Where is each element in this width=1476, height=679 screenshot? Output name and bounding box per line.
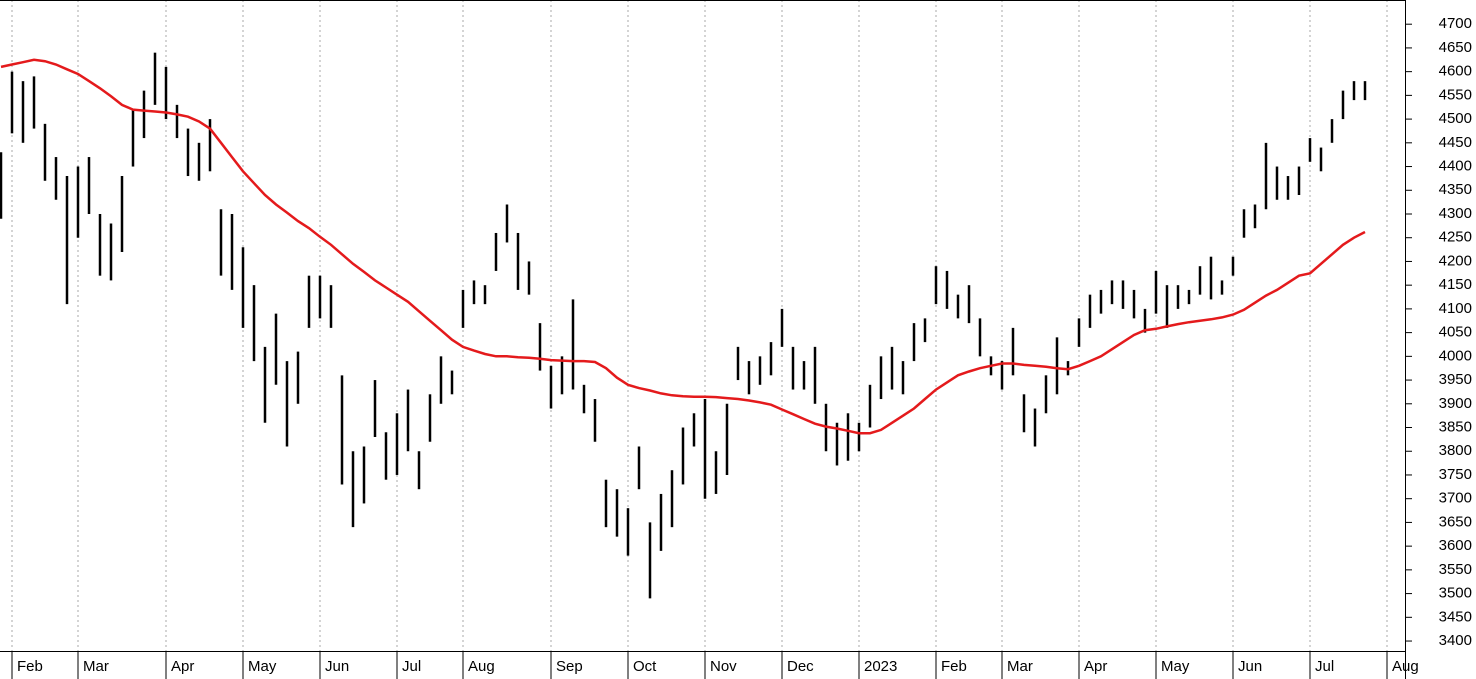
x-tick-label: Jul bbox=[1315, 658, 1334, 675]
x-tick-label: May bbox=[248, 658, 277, 675]
x-tick-label: Nov bbox=[710, 658, 737, 675]
y-tick-label: 4450 bbox=[1439, 134, 1472, 151]
y-tick-label: 3650 bbox=[1439, 513, 1472, 530]
y-tick-label: 4550 bbox=[1439, 86, 1472, 103]
y-tick-label: 4700 bbox=[1439, 15, 1472, 32]
x-tick-label: Feb bbox=[941, 658, 967, 675]
y-tick-label: 4050 bbox=[1439, 324, 1472, 341]
y-tick-label: 4500 bbox=[1439, 110, 1472, 127]
y-tick-label: 3750 bbox=[1439, 466, 1472, 483]
moving-average-line bbox=[0, 58, 1366, 435]
y-tick-label: 4100 bbox=[1439, 300, 1472, 317]
y-tick-label: 4150 bbox=[1439, 276, 1472, 293]
y-tick-label: 3450 bbox=[1439, 608, 1472, 625]
x-tick-label: Feb bbox=[17, 658, 43, 675]
x-tick-label: Aug bbox=[468, 658, 495, 675]
x-tick-label: Dec bbox=[787, 658, 814, 675]
y-tick-label: 4350 bbox=[1439, 181, 1472, 198]
x-tick-label: Jun bbox=[1238, 658, 1262, 675]
y-tick-label: 4600 bbox=[1439, 63, 1472, 80]
y-tick-label: 3850 bbox=[1439, 418, 1472, 435]
y-tick-label: 3400 bbox=[1439, 632, 1472, 649]
x-tick-label: Apr bbox=[171, 658, 194, 675]
y-tick-label: 3950 bbox=[1439, 371, 1472, 388]
plot-area bbox=[0, 0, 1405, 651]
y-tick-label: 3900 bbox=[1439, 395, 1472, 412]
y-tick-label: 3550 bbox=[1439, 561, 1472, 578]
x-tick-label: Mar bbox=[1007, 658, 1033, 675]
y-tick-label: 3700 bbox=[1439, 490, 1472, 507]
y-tick-label: 4000 bbox=[1439, 347, 1472, 364]
y-tick-label: 3600 bbox=[1439, 537, 1472, 554]
x-tick-label: Sep bbox=[556, 658, 583, 675]
x-tick-label: Oct bbox=[633, 658, 657, 675]
y-tick-label: 4650 bbox=[1439, 39, 1472, 56]
x-tick-label: Mar bbox=[83, 658, 109, 675]
y-tick-label: 3500 bbox=[1439, 585, 1472, 602]
y-tick-label: 4400 bbox=[1439, 158, 1472, 175]
y-tick-label: 3800 bbox=[1439, 442, 1472, 459]
x-tick-label: May bbox=[1161, 658, 1190, 675]
x-tick-label: Apr bbox=[1084, 658, 1107, 675]
y-tick-label: 4250 bbox=[1439, 229, 1472, 246]
y-tick-label: 4200 bbox=[1439, 252, 1472, 269]
x-tick-label: Jul bbox=[402, 658, 421, 675]
x-tick-label: Jun bbox=[325, 658, 349, 675]
x-tick-label: 2023 bbox=[864, 658, 897, 675]
y-tick-label: 4300 bbox=[1439, 205, 1472, 222]
